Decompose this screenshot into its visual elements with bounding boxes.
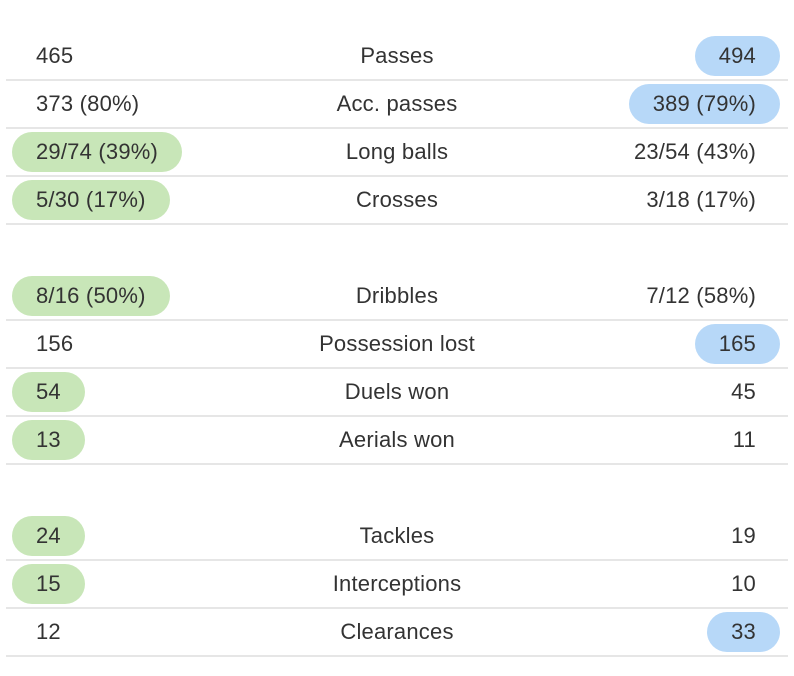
stat-row-possession-lost: 156 Possession lost 165	[6, 321, 788, 369]
stat-row-dribbles: 8/16 (50%) Dribbles 7/12 (58%)	[6, 273, 788, 321]
stat-row-long-balls: 29/74 (39%) Long balls 23/54 (43%)	[6, 129, 788, 177]
home-value: 15	[12, 564, 85, 604]
stat-label: Interceptions	[332, 571, 462, 596]
home-value: 156	[36, 331, 74, 356]
stat-label: Long balls	[345, 139, 449, 164]
away-value: 494	[694, 36, 780, 76]
stat-row-crosses: 5/30 (17%) Crosses 3/18 (17%)	[6, 177, 788, 225]
stat-row-tackles: 24 Tackles 19	[6, 513, 788, 561]
away-value: 389 (79%)	[628, 84, 780, 124]
stat-row-interceptions: 15 Interceptions 10	[6, 561, 788, 609]
stat-row-aerials-won: 13 Aerials won 11	[6, 417, 788, 465]
away-value: 7/12 (58%)	[646, 283, 756, 308]
away-value: 45	[731, 379, 756, 404]
home-value: 8/16 (50%)	[12, 276, 170, 316]
stat-label: Acc. passes	[336, 91, 458, 116]
stat-label: Possession lost	[319, 331, 475, 356]
away-value: 33	[707, 612, 780, 652]
home-value: 54	[12, 372, 85, 412]
stat-label: Dribbles	[355, 283, 439, 308]
stat-label: Passes	[360, 43, 434, 68]
stat-row-duels-won: 54 Duels won 45	[6, 369, 788, 417]
home-value: 12	[36, 619, 61, 644]
away-value: 23/54 (43%)	[633, 139, 756, 164]
home-value: 5/30 (17%)	[12, 180, 170, 220]
stat-row-passes: 465 Passes 494	[6, 33, 788, 81]
home-value: 13	[12, 420, 85, 460]
home-value: 29/74 (39%)	[12, 132, 183, 172]
home-value: 373 (80%)	[36, 91, 140, 116]
stat-label: Tackles	[359, 523, 435, 548]
stat-label: Crosses	[355, 187, 439, 212]
stat-row-acc-passes: 373 (80%) Acc. passes 389 (79%)	[6, 81, 788, 129]
stat-label: Aerials won	[339, 427, 455, 452]
stat-label: Duels won	[344, 379, 450, 404]
home-value: 24	[12, 516, 85, 556]
away-value: 10	[731, 571, 756, 596]
stat-label: Clearances	[340, 619, 454, 644]
stat-row-clearances: 12 Clearances 33	[6, 609, 788, 657]
away-value: 3/18 (17%)	[646, 187, 756, 212]
away-value: 165	[694, 324, 780, 364]
away-value: 11	[732, 427, 756, 452]
home-value: 465	[36, 43, 74, 68]
away-value: 19	[731, 523, 756, 548]
